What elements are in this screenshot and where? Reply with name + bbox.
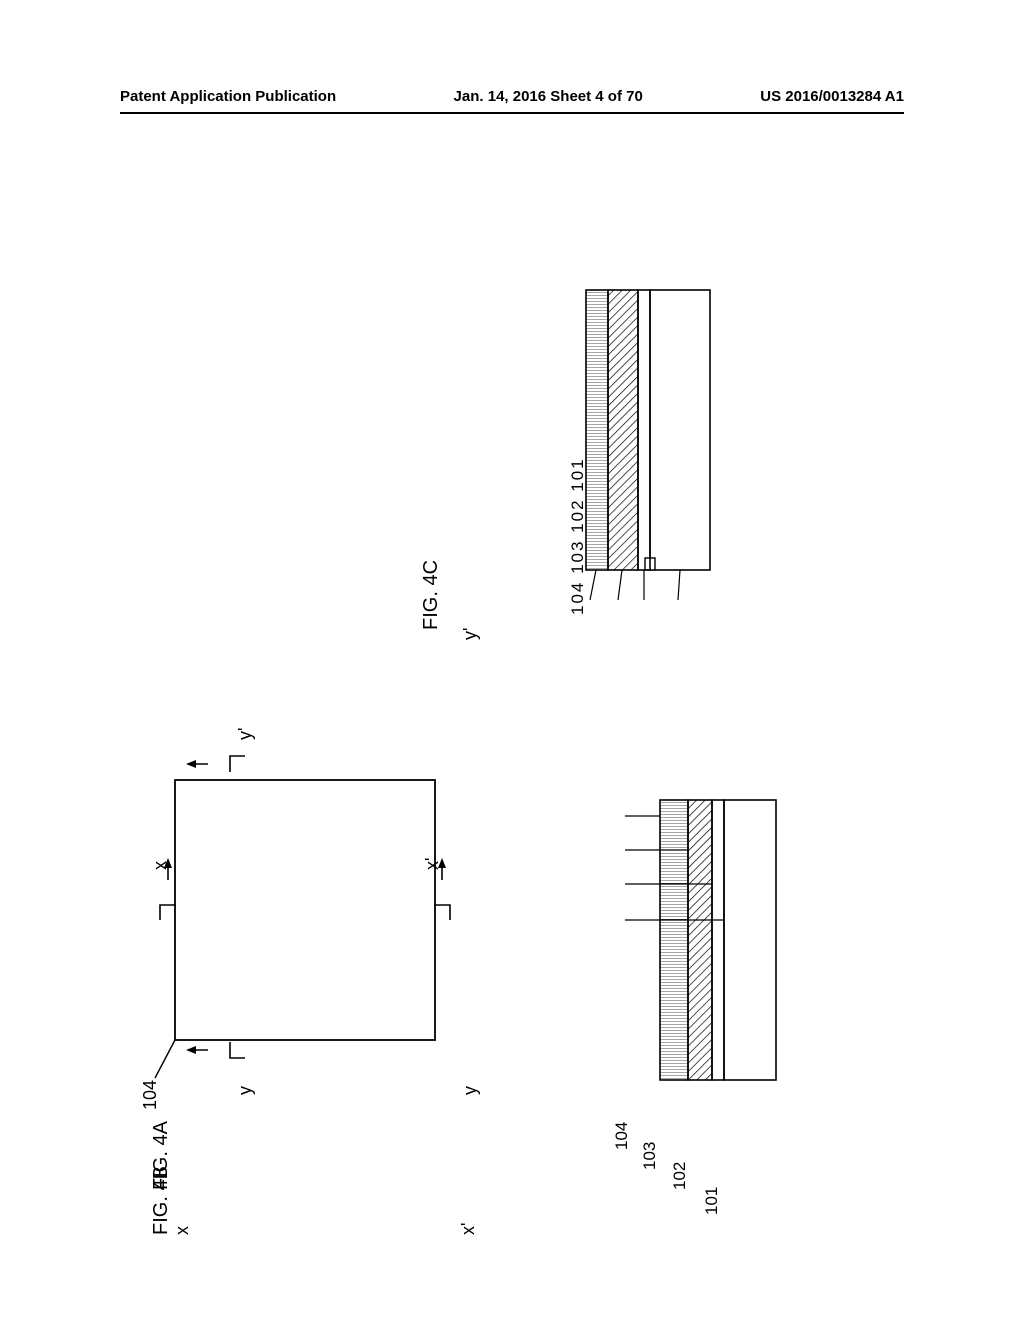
- header-right: US 2016/0013284 A1: [760, 88, 904, 105]
- fig4b-xprime: x': [458, 1223, 479, 1235]
- fig4b-x: x: [172, 1226, 193, 1235]
- header-center: Jan. 14, 2016 Sheet 4 of 70: [454, 88, 643, 105]
- page-header: Patent Application Publication Jan. 14, …: [0, 88, 1024, 105]
- fig4b-102: 102: [670, 1162, 690, 1190]
- header-rule: [120, 112, 904, 114]
- fig4c-label: FIG. 4C: [420, 560, 443, 630]
- fig4a-y-bottom: y: [235, 1086, 256, 1095]
- fig4b-label-real: FIG. 4B: [150, 1166, 173, 1235]
- fig4c-yprime: y': [460, 628, 481, 640]
- fig4c-y: y: [460, 1086, 481, 1095]
- fig4b-drawing: [545, 790, 835, 1120]
- fig4b-104: 104: [612, 1122, 632, 1150]
- fig4b-101: 101: [702, 1187, 722, 1215]
- fig4c-drawing: [530, 280, 770, 610]
- fig4c-layers: 104 103 102 101: [568, 457, 588, 615]
- fig4a-yprime-top: y': [235, 728, 256, 740]
- fig4a-section-y: [130, 710, 490, 1150]
- header-left: Patent Application Publication: [120, 88, 336, 105]
- figure-area: FIG. 4A FIG. 4C FIG. 4B 104 x x' y' y: [0, 150, 1024, 1250]
- fig4b-103: 103: [640, 1142, 660, 1170]
